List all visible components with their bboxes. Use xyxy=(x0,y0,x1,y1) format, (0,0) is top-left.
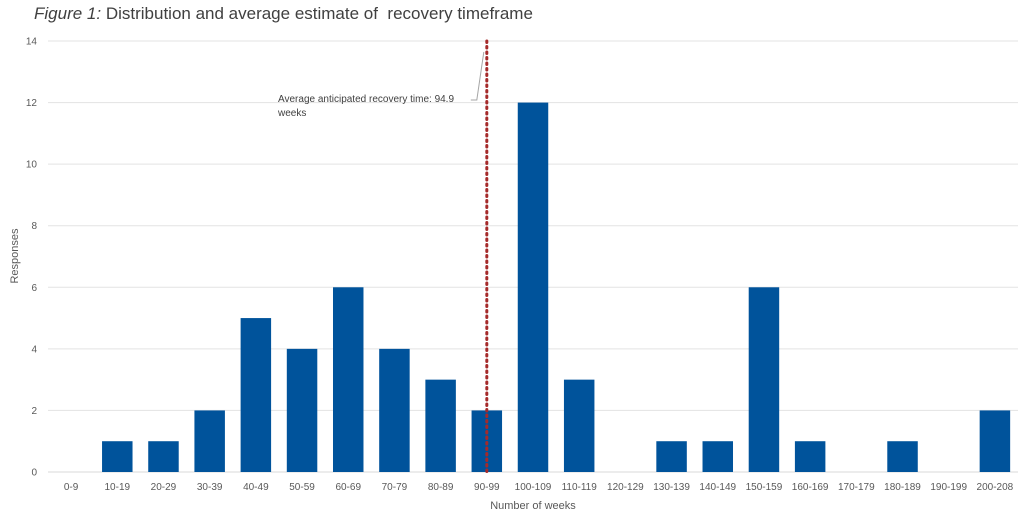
x-tick-label: 120-129 xyxy=(607,482,644,493)
x-tick-label: 180-189 xyxy=(884,482,921,493)
bar xyxy=(286,348,318,472)
x-tick-label: 50-59 xyxy=(289,482,315,493)
bar xyxy=(194,410,225,472)
y-tick-label: 8 xyxy=(31,221,37,232)
chart-caption: Figure 1: Distribution and average estim… xyxy=(34,4,533,24)
caption-text: Distribution and average estimate of rec… xyxy=(101,4,533,23)
x-axis-title: Number of weeks xyxy=(490,500,576,512)
bar xyxy=(702,441,734,472)
x-tick-label: 140-149 xyxy=(699,482,736,493)
bar xyxy=(379,348,410,472)
y-tick-label: 4 xyxy=(31,344,37,355)
y-tick-label: 10 xyxy=(26,160,38,171)
x-tick-label: 100-109 xyxy=(515,482,552,493)
bar xyxy=(794,441,826,472)
y-tick-label: 14 xyxy=(26,37,38,48)
x-tick-label: 110-119 xyxy=(562,482,598,493)
bar xyxy=(563,379,595,472)
figure-label: Figure 1: xyxy=(34,4,102,23)
x-tick-label: 30-39 xyxy=(197,482,223,493)
x-tick-label: 10-19 xyxy=(104,482,130,493)
x-tick-label: 20-29 xyxy=(151,482,177,493)
x-tick-label: 70-79 xyxy=(382,482,408,493)
bar xyxy=(517,102,549,473)
x-tick-label: 40-49 xyxy=(243,482,269,493)
x-axis-ticks: 0-9 10-19 20-29 30-39 40-49 50-59 60-69 70-79 80… xyxy=(64,482,1014,493)
average-annotation-line-2: weeks xyxy=(277,108,306,119)
x-tick-label: 0-9 xyxy=(64,482,79,493)
average-reference-line xyxy=(470,39,489,476)
x-tick-label: 80-89 xyxy=(428,482,454,493)
y-tick-label: 6 xyxy=(31,283,37,294)
bar xyxy=(656,441,687,472)
x-tick-label: 200-208 xyxy=(977,482,1014,493)
y-tick-label: 0 xyxy=(31,468,37,479)
bars xyxy=(102,102,1011,473)
y-axis-ticks: 0 2 4 6 8 10 12 14 xyxy=(26,37,38,479)
bar xyxy=(240,318,272,472)
x-tick-label: 190-199 xyxy=(930,482,967,493)
bar xyxy=(748,287,780,472)
bar xyxy=(148,441,179,472)
bar xyxy=(425,379,456,472)
bar xyxy=(332,287,364,472)
x-tick-label: 150-159 xyxy=(746,482,783,493)
y-tick-label: 12 xyxy=(26,98,38,109)
y-axis-title: Responses xyxy=(9,228,21,284)
annotation-leader-line xyxy=(470,51,485,101)
bar xyxy=(887,441,918,472)
bar xyxy=(979,410,1011,472)
x-tick-label: 170-179 xyxy=(838,482,875,493)
x-tick-label: 90-99 xyxy=(474,482,500,493)
bar xyxy=(102,441,133,472)
average-annotation-line-1: Average anticipated recovery time: 94.9 xyxy=(278,94,454,105)
x-tick-label: 130-139 xyxy=(653,482,690,493)
x-tick-label: 160-169 xyxy=(792,482,829,493)
y-tick-label: 2 xyxy=(31,406,37,417)
x-tick-label: 60-69 xyxy=(335,482,361,493)
